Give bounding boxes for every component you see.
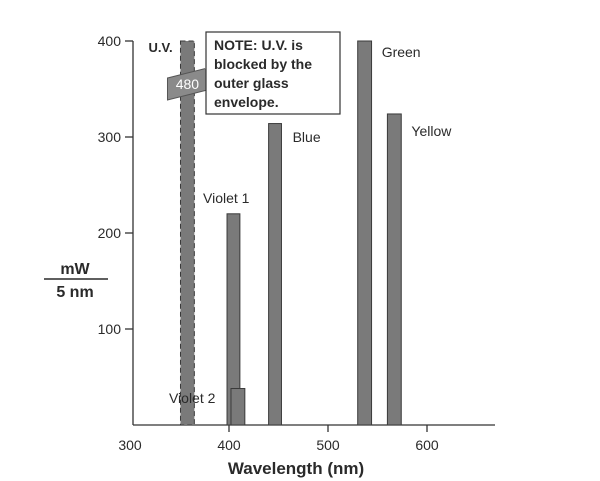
note-line-3: outer glass bbox=[214, 75, 289, 91]
line-label-violet-2: Violet 2 bbox=[169, 390, 216, 406]
uv-break-label: 480 bbox=[176, 76, 200, 92]
note-line-1: NOTE: U.V. is bbox=[214, 37, 303, 53]
y-tick-label-300: 300 bbox=[98, 129, 122, 145]
labels-layer: 100 200 300 400 300 400 500 600 480 U.V. Violet 1 V… bbox=[98, 33, 453, 453]
line-label-u-v: U.V. bbox=[148, 40, 172, 55]
x-tick-label-400: 400 bbox=[217, 437, 241, 453]
bar-blue bbox=[268, 123, 282, 426]
note-box: NOTE: U.V. is blocked by the outer glass… bbox=[205, 31, 341, 115]
y-tick-label-100: 100 bbox=[98, 321, 122, 337]
bar-green bbox=[357, 40, 373, 426]
line-label-violet-1: Violet 1 bbox=[203, 190, 250, 206]
note-line-2: blocked by the bbox=[214, 56, 312, 72]
bar-yellow bbox=[386, 113, 402, 426]
x-axis-title: Wavelength (nm) bbox=[228, 459, 364, 478]
bar-violet-2 bbox=[230, 388, 246, 426]
note-line-4: envelope. bbox=[214, 94, 279, 110]
y-axis-title-denominator: 5 nm bbox=[56, 284, 93, 301]
line-label-yellow: Yellow bbox=[411, 123, 452, 139]
y-axis-title-numerator: mW bbox=[60, 261, 90, 278]
x-tick-label-500: 500 bbox=[316, 437, 340, 453]
x-tick-label-600: 600 bbox=[415, 437, 439, 453]
y-tick-label-200: 200 bbox=[98, 225, 122, 241]
line-label-blue: Blue bbox=[293, 129, 321, 145]
bars-layer bbox=[166, 40, 402, 426]
x-tick-label-300: 300 bbox=[118, 437, 142, 453]
bar-u-v bbox=[179, 40, 195, 426]
y-tick-label-400: 400 bbox=[98, 33, 122, 49]
note-box-frame bbox=[205, 31, 341, 115]
line-label-green: Green bbox=[382, 44, 421, 60]
